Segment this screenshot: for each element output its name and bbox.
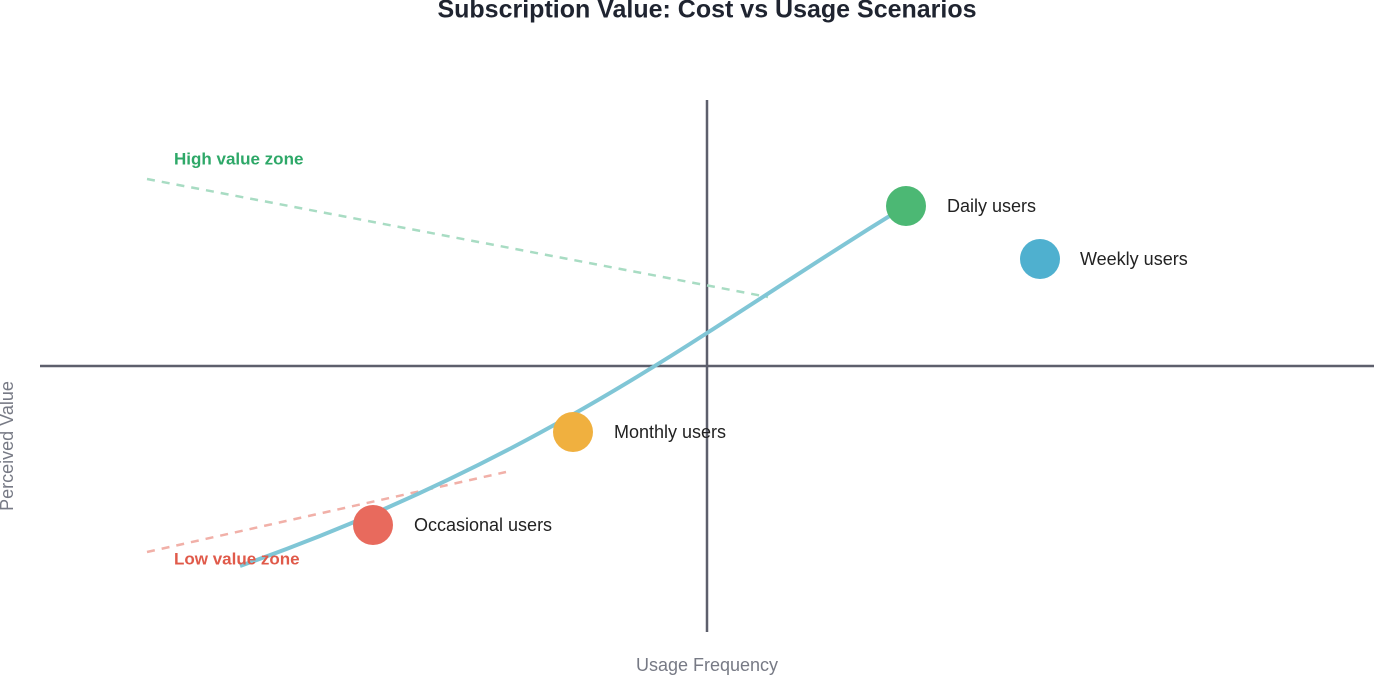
point-label: Monthly users	[614, 422, 726, 442]
zone-label: High value zone	[174, 149, 303, 168]
point	[553, 412, 593, 452]
x-axis-label: Usage Frequency	[636, 655, 778, 675]
y-axis-label: Perceived Value	[0, 381, 17, 511]
title: Subscription Value: Cost vs Usage Scenar…	[437, 0, 976, 24]
point-label: Weekly users	[1080, 249, 1188, 269]
value-curve	[239, 204, 908, 568]
point	[353, 505, 393, 545]
high-value-line	[146, 177, 769, 299]
low-value-line	[146, 470, 507, 554]
point-label: Occasional users	[414, 515, 552, 535]
point	[1020, 239, 1060, 279]
point-label: Daily users	[947, 196, 1036, 216]
point	[886, 186, 926, 226]
zone-label: Low value zone	[174, 549, 300, 568]
